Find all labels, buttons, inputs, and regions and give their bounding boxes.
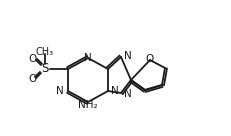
Text: O: O xyxy=(145,54,153,64)
Text: N: N xyxy=(110,86,118,96)
Text: N: N xyxy=(84,53,91,63)
Text: S: S xyxy=(41,63,49,75)
Text: N: N xyxy=(56,86,64,96)
Text: CH₃: CH₃ xyxy=(36,47,54,57)
Text: O: O xyxy=(29,74,37,84)
Text: N: N xyxy=(123,89,131,99)
Text: NH₂: NH₂ xyxy=(78,100,97,110)
Text: N: N xyxy=(123,51,131,61)
Text: O: O xyxy=(29,54,37,64)
